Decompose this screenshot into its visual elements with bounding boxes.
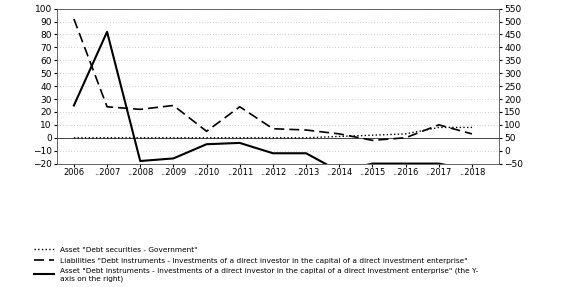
Legend: Asset "Debt securities - Government", Liabilities "Debt instruments - Investment: Asset "Debt securities - Government", Li… <box>32 245 480 283</box>
